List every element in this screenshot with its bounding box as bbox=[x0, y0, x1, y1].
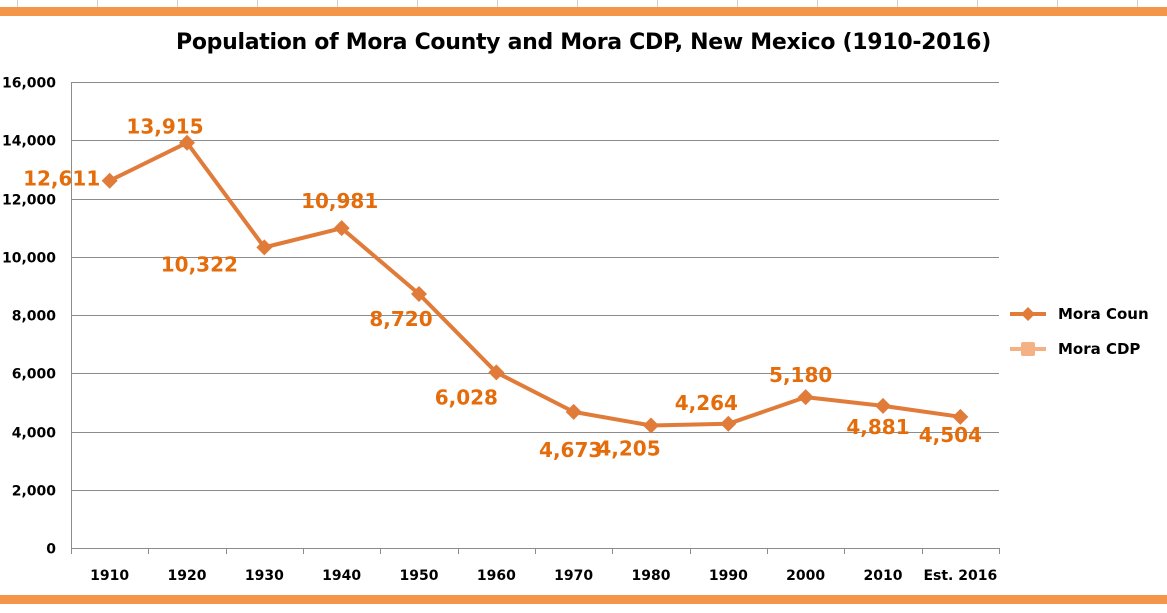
data-label: 10,322 bbox=[161, 252, 238, 276]
data-point bbox=[797, 389, 814, 406]
x-tick-label: Est. 2016 bbox=[923, 568, 997, 584]
data-label: 13,915 bbox=[126, 115, 203, 139]
chart-title: Population of Mora County and Mora CDP, … bbox=[176, 30, 991, 55]
data-point bbox=[875, 397, 891, 414]
data-point bbox=[411, 286, 427, 303]
data-point bbox=[488, 364, 505, 381]
y-tick-label: 8,000 bbox=[12, 309, 57, 325]
y-tick-label: 4,000 bbox=[12, 426, 57, 442]
data-point bbox=[256, 239, 273, 256]
y-tick-label: 2,000 bbox=[12, 484, 57, 500]
x-tick-label: 1990 bbox=[709, 568, 748, 584]
x-tick-label: 2000 bbox=[786, 568, 825, 584]
legend-label: Mora Coun bbox=[1058, 305, 1149, 323]
x-tick-label: 1920 bbox=[168, 568, 207, 584]
data-point bbox=[720, 415, 737, 432]
data-point bbox=[179, 134, 195, 151]
x-tick-label: 1950 bbox=[400, 568, 439, 584]
data-point bbox=[565, 403, 582, 420]
series-line bbox=[108, 140, 961, 428]
data-label: 8,720 bbox=[369, 307, 432, 331]
y-tick-label: 10,000 bbox=[2, 251, 56, 267]
legend-item-mora-county[interactable]: Mora Coun bbox=[1010, 304, 1149, 324]
x-tick-label: 1930 bbox=[245, 568, 284, 584]
x-tick-label: 1910 bbox=[90, 568, 129, 584]
legend-label: Mora CDP bbox=[1058, 340, 1141, 358]
data-label: 5,180 bbox=[769, 363, 832, 387]
y-tick-label: 14,000 bbox=[2, 134, 56, 150]
bottom-border bbox=[0, 595, 1167, 604]
y-tick-label: 6,000 bbox=[12, 367, 57, 383]
x-tick-label: 1980 bbox=[632, 568, 671, 584]
data-label: 4,673 bbox=[539, 438, 602, 462]
x-tick-label: 1940 bbox=[322, 568, 361, 584]
legend-item-mora-cdp[interactable]: Mora CDP bbox=[1010, 339, 1140, 359]
data-label: 4,205 bbox=[597, 437, 660, 461]
square-marker-icon bbox=[1010, 342, 1046, 356]
data-label: 12,611 bbox=[23, 167, 100, 191]
data-label: 10,981 bbox=[301, 189, 378, 213]
y-tick-label: 16,000 bbox=[2, 76, 56, 92]
spreadsheet-gridlines bbox=[0, 0, 1167, 7]
data-point bbox=[643, 417, 659, 434]
data-point bbox=[101, 172, 118, 189]
y-tick-label: 0 bbox=[46, 542, 56, 558]
y-tick-label: 12,000 bbox=[2, 193, 56, 209]
x-tick-label: 1970 bbox=[554, 568, 593, 584]
data-label: 4,264 bbox=[675, 391, 738, 415]
data-point bbox=[333, 220, 350, 237]
data-point bbox=[952, 408, 969, 425]
data-label: 6,028 bbox=[435, 385, 498, 409]
x-tick-label: 1960 bbox=[477, 568, 516, 584]
data-label: 4,881 bbox=[846, 415, 909, 439]
top-border bbox=[0, 7, 1167, 16]
data-label: 4,504 bbox=[919, 423, 982, 447]
diamond-marker-icon bbox=[1010, 307, 1046, 321]
x-tick-label: 2010 bbox=[864, 568, 903, 584]
